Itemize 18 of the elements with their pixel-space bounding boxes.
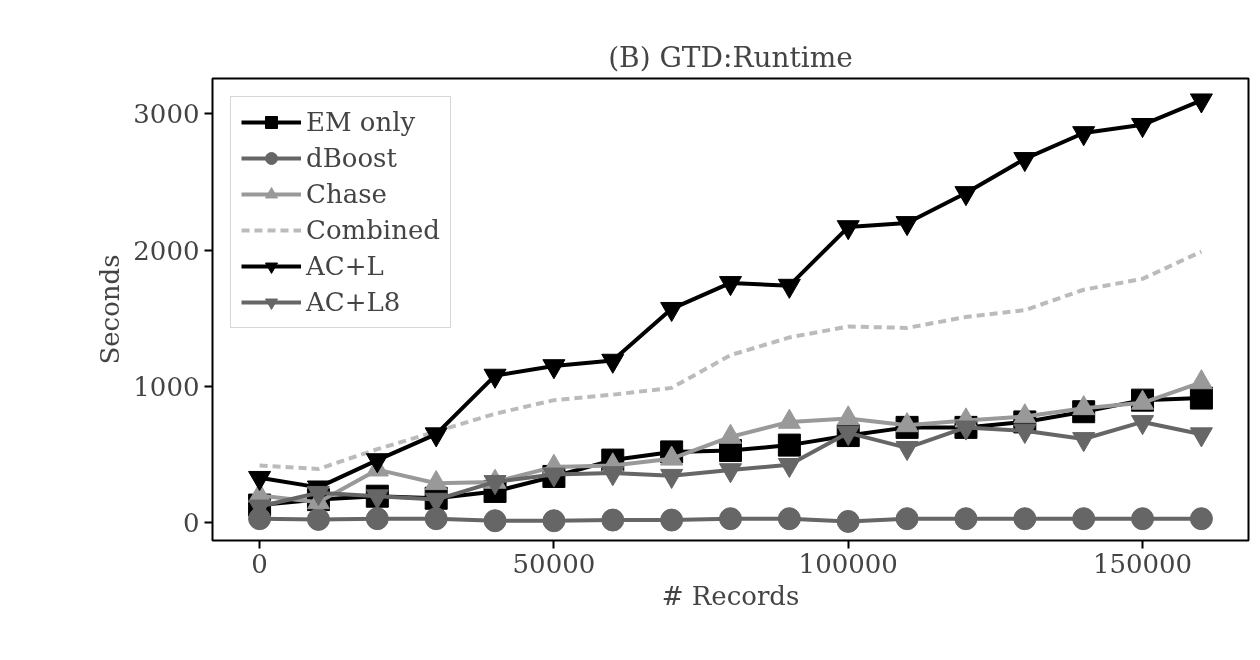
chart-title: (B) GTD:Runtime — [608, 40, 853, 74]
x-tick-label: 100000 — [798, 548, 898, 579]
y-tick-label: 3000 — [133, 99, 200, 130]
y-tick-label: 2000 — [133, 235, 200, 266]
x-tick-label: 150000 — [1092, 548, 1193, 579]
legend-label: AC+L8 — [306, 287, 401, 317]
legend-label: EM only — [306, 107, 416, 137]
legend-label: Chase — [306, 179, 387, 209]
y-tick-label: 1000 — [133, 372, 200, 402]
legend-label: dBoost — [306, 143, 397, 173]
x-tick-label: 50000 — [512, 548, 596, 579]
x-axis-title: # Records — [661, 580, 800, 611]
x-tick-label: 0 — [251, 548, 268, 579]
y-axis-title: Seconds — [95, 254, 126, 365]
legend-label: AC+L — [306, 251, 384, 281]
legend-label: Combined — [306, 215, 440, 245]
y-tick-label: 0 — [182, 508, 200, 539]
line-series — [257, 249, 1204, 471]
